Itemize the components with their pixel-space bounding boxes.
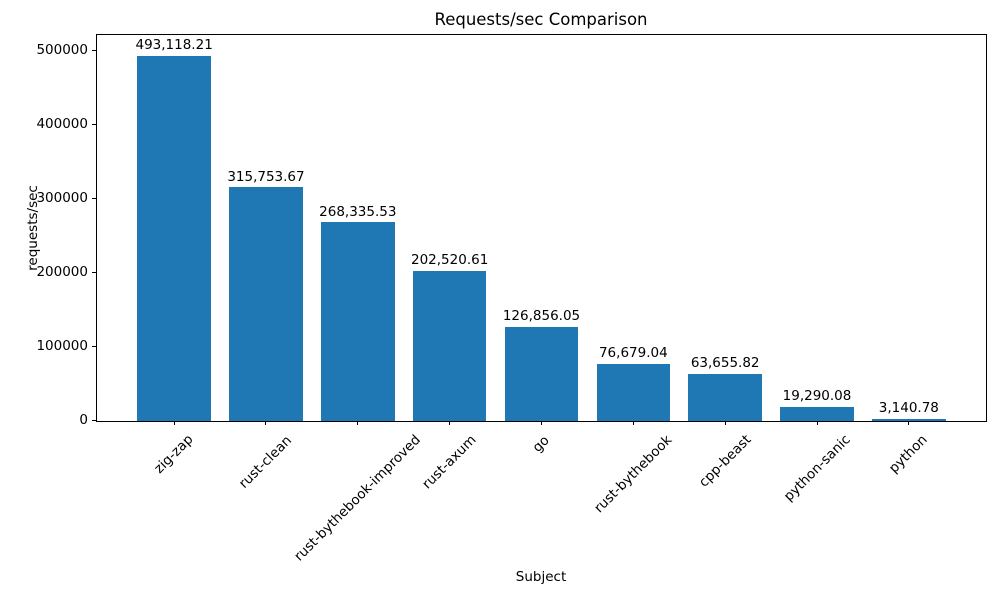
bar-value-label: 63,655.82 [690, 355, 760, 372]
x-tick-mark [265, 421, 267, 425]
x-tick-mark [816, 421, 818, 425]
y-tick-label: 0 [79, 412, 88, 428]
x-tick-label: python-sanic [780, 431, 854, 505]
plot-area: 493,118.21 315,753.67 268,335.53 202,520.61… [96, 34, 987, 422]
x-tick-label: go [529, 432, 553, 456]
x-tick-mark [357, 421, 359, 425]
bar [780, 406, 854, 421]
bar-value-label: 126,856.05 [502, 308, 581, 325]
x-tick-mark [724, 421, 726, 425]
x-tick-label: cpp-beast [695, 431, 755, 491]
bar-value-label: 268,335.53 [319, 203, 397, 220]
x-tick-label: rust-axum [419, 431, 480, 493]
x-tick-label: rust-bythebook [590, 431, 676, 517]
y-tick-mark [92, 123, 96, 125]
bar [872, 418, 946, 421]
bar-value-label: 76,679.04 [598, 345, 668, 362]
bar [688, 373, 762, 421]
y-tick-mark [92, 49, 96, 51]
x-tick-mark [541, 421, 542, 425]
y-tick-label: 100000 [36, 337, 88, 354]
x-tick-label: zig-zap [151, 431, 197, 478]
y-tick-label: 200000 [36, 263, 88, 280]
y-tick-label: 400000 [36, 115, 88, 132]
y-tick-label: 500000 [36, 41, 88, 58]
bar [504, 327, 579, 421]
x-tick-label: rust-bythebook-improved [290, 432, 424, 565]
bar-value-label: 202,520.61 [411, 252, 489, 269]
chart-title: Requests/sec Comparison [434, 10, 648, 29]
y-tick-mark [92, 197, 96, 199]
y-tick-mark [92, 345, 96, 347]
x-tick-mark [173, 421, 175, 425]
bar-value-label: 3,140.78 [878, 399, 939, 416]
bar [412, 271, 487, 421]
bar-value-label: 493,118.21 [135, 37, 213, 54]
bar [596, 364, 671, 421]
x-tick-label: rust-clean [235, 432, 296, 492]
y-tick-mark [92, 420, 96, 421]
bar-value-label: 19,290.08 [782, 387, 852, 404]
x-tick-mark [632, 421, 634, 425]
bar [137, 56, 211, 421]
bar [321, 222, 395, 421]
x-tick-mark [449, 421, 451, 425]
y-tick-mark [92, 271, 96, 273]
x-axis-label: Subject [515, 569, 567, 585]
x-tick-label: python [886, 431, 932, 477]
y-tick-label: 300000 [36, 189, 88, 206]
bar [229, 187, 303, 421]
x-tick-mark [908, 421, 910, 425]
bar-value-label: 315,753.67 [227, 168, 305, 185]
